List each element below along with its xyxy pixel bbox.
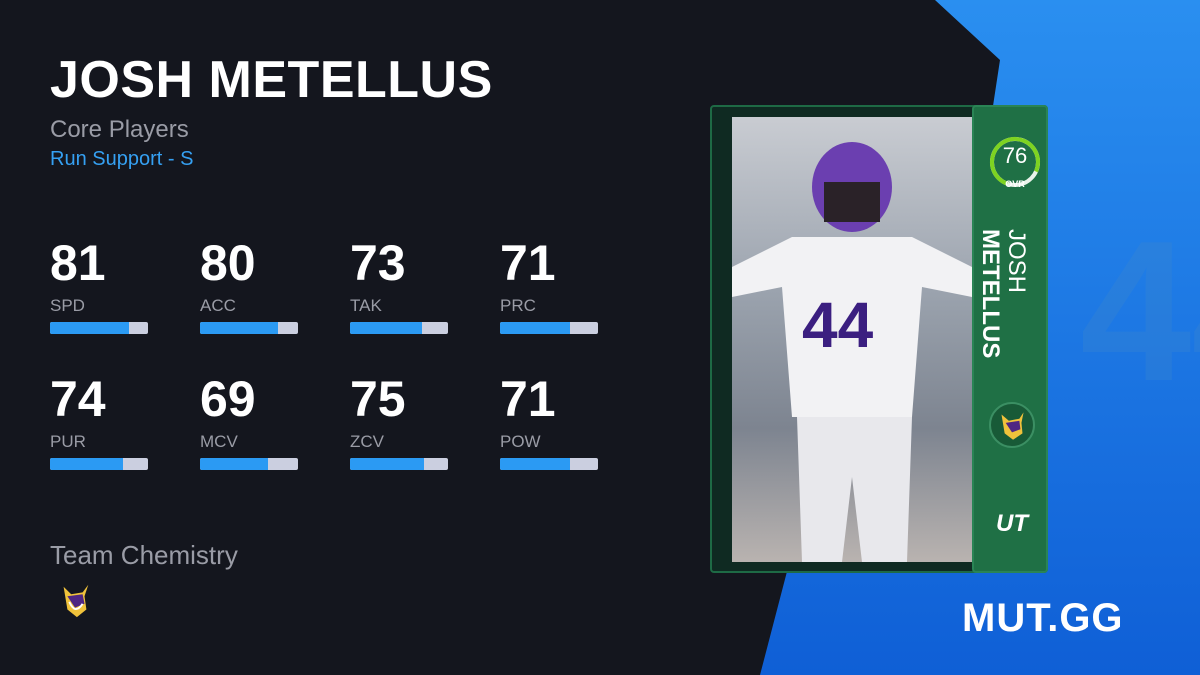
stat-acc: 80 ACC [200, 238, 300, 334]
stat-value: 74 [50, 371, 106, 427]
ovr-label: OVR [1005, 179, 1025, 189]
stat-bar [350, 322, 448, 334]
player-card[interactable]: 44 76 OVR JOSH METELLUS UT [710, 105, 1048, 573]
stat-bar [500, 322, 598, 334]
stat-label: PRC [500, 296, 536, 315]
stat-bar [200, 322, 298, 334]
stat-value: 81 [50, 235, 106, 291]
stat-label: MCV [200, 432, 238, 451]
stat-bar [200, 458, 298, 470]
player-photo: 44 [732, 117, 972, 562]
stat-label: PUR [50, 432, 86, 451]
stat-bar [50, 322, 148, 334]
stat-bar [350, 458, 448, 470]
card-first-name: JOSH [1003, 229, 1030, 294]
stat-bar [50, 458, 148, 470]
stat-zcv: 75 ZCV [350, 374, 450, 470]
card-last-name: METELLUS [977, 229, 1004, 359]
stat-prc: 71 PRC [500, 238, 600, 334]
stat-bar-fill [200, 322, 279, 334]
stat-bar-fill [500, 458, 570, 470]
svg-text:44: 44 [1080, 200, 1200, 423]
stat-bar-fill [200, 458, 268, 470]
stat-value: 71 [500, 235, 556, 291]
card-player-name: JOSH METELLUS [977, 229, 1030, 359]
stat-bar-fill [50, 322, 130, 334]
stat-label: POW [500, 432, 541, 451]
player-name: JOSH METELLUS [50, 51, 493, 109]
svg-text:44: 44 [802, 289, 874, 361]
stat-pur: 74 PUR [50, 374, 150, 470]
stat-bar-fill [50, 458, 123, 470]
brand-logo[interactable]: MUT.GG [962, 596, 1124, 640]
stat-tak: 73 TAK [350, 238, 450, 334]
stat-label: SPD [50, 296, 85, 315]
stat-bar [500, 458, 598, 470]
mode-badge: UT [996, 510, 1028, 537]
program-label: Core Players [50, 116, 189, 143]
vikings-logo-icon [63, 584, 89, 618]
stat-label: TAK [350, 296, 382, 315]
stat-value: 69 [200, 371, 256, 427]
ovr-ring [989, 137, 1040, 187]
stat-mcv: 69 MCV [200, 374, 300, 470]
stat-pow: 71 POW [500, 374, 600, 470]
ovr-value: 76 [1002, 143, 1028, 168]
vikings-logo-icon [989, 402, 1035, 448]
stat-label: ZCV [350, 432, 384, 451]
stat-value: 71 [500, 371, 556, 427]
stat-value: 75 [350, 371, 406, 427]
stat-bar-fill [500, 322, 570, 334]
card-side-panel: 76 OVR JOSH METELLUS UT [972, 105, 1048, 573]
stat-value: 80 [200, 235, 256, 291]
stat-value: 73 [350, 235, 406, 291]
stat-bar-fill [350, 458, 424, 470]
archetype-label: Run Support - S [50, 148, 194, 170]
team-chemistry-label: Team Chemistry [50, 540, 238, 570]
stat-bar-fill [350, 322, 422, 334]
stat-label: ACC [200, 296, 236, 315]
stat-spd: 81 SPD [50, 238, 150, 334]
